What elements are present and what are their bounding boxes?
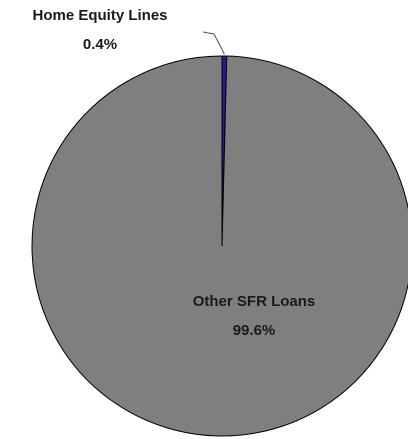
- pie-slices: [31, 55, 408, 437]
- leader-line-home-equity: [202, 31, 225, 55]
- slice-label-home-equity-lines: Home Equity Lines: [32, 7, 167, 24]
- slice-label-other-sfr-loans: Other SFR Loans: [193, 293, 316, 310]
- pie-slice-other-sfr-loans: [31, 55, 408, 437]
- slice-value-home-equity-lines: 0.4%: [83, 36, 117, 53]
- slice-value-other-sfr-loans: 99.6%: [233, 322, 276, 339]
